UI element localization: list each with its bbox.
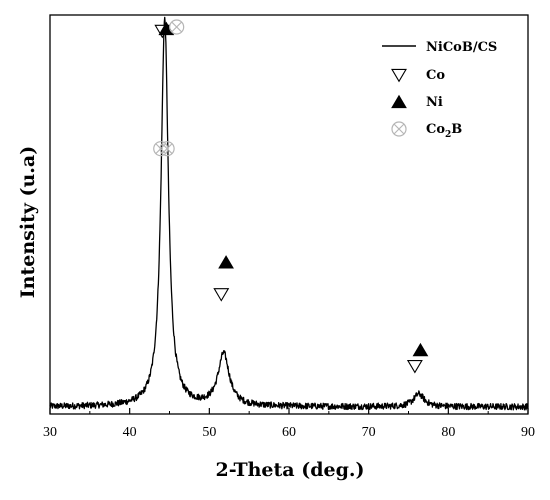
legend-marker-symbol: [391, 121, 407, 137]
plot-frame: [49, 14, 529, 415]
marker-co2b: [159, 141, 175, 157]
legend-label-co: Co: [426, 68, 445, 83]
legend-label-nicob: NiCoB/CS: [426, 40, 497, 55]
legend-symbol-co: [391, 68, 407, 83]
x-tick-label: 60: [282, 425, 296, 440]
marker-co2b: [169, 19, 185, 35]
x-tick-label: 70: [362, 425, 376, 440]
x-ticks: 30 40 50 60 70 80 90: [43, 408, 535, 440]
plot-axes: [49, 14, 529, 415]
x-axis-title: 2-Theta (deg.): [216, 459, 365, 481]
legend: NiCoB/CS Co Ni Co2B: [382, 40, 497, 140]
x-tick-label: 50: [202, 425, 216, 440]
marker-ni: [218, 255, 234, 269]
legend-symbol-co2b: [391, 121, 407, 137]
marker-co: [213, 288, 230, 302]
legend-label-ni: Ni: [426, 95, 443, 110]
x-tick-label: 90: [521, 425, 535, 440]
marker-co: [406, 359, 423, 374]
series-layer: [49, 16, 529, 411]
legend-label-co2b-sub: 2: [445, 130, 451, 140]
marker-co2b: [153, 141, 169, 157]
marker-ni: [412, 342, 429, 357]
marker-layer: [153, 19, 429, 374]
legend-label-co2b: Co2B: [426, 122, 462, 140]
series-line-nicob: [49, 16, 529, 411]
legend-label-co2b-suffix: B: [451, 122, 462, 137]
legend-marker-symbol: [391, 94, 407, 109]
x-tick-label: 40: [123, 425, 137, 440]
x-tick-label: 80: [441, 425, 455, 440]
legend-label-co2b-main: Co: [426, 122, 445, 137]
x-tick-label: 30: [43, 425, 57, 440]
y-axis-title: Intensity (u.a): [17, 146, 39, 298]
legend-marker-symbol: [391, 68, 407, 83]
legend-symbol-ni: [391, 94, 407, 109]
